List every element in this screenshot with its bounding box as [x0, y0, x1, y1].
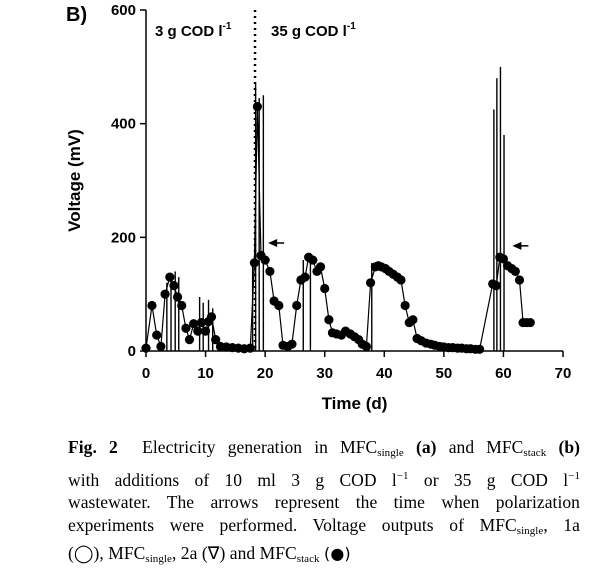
caption-line-1: Fig. 2 Electricity generation in MFCsing… — [68, 436, 580, 465]
data-point — [510, 266, 520, 277]
data-point — [475, 344, 485, 354]
figure-caption: Fig. 2 Electricity generation in MFCsing… — [68, 436, 580, 571]
y-tick-label: 200 — [111, 229, 136, 246]
x-tick-label: 40 — [376, 365, 393, 382]
subscript-stack: stack — [523, 447, 547, 459]
data-point — [156, 341, 166, 352]
filled-circle-symbol: (●) — [324, 544, 351, 563]
data-point — [152, 330, 162, 340]
data-point — [206, 312, 217, 322]
data-point — [147, 300, 157, 311]
data-point — [491, 281, 501, 291]
data-point — [315, 262, 326, 272]
data-point — [396, 275, 406, 285]
data-point — [265, 266, 275, 277]
caption-line-3: wastewater. The arrows represent the tim… — [68, 492, 580, 512]
data-point — [141, 343, 151, 353]
y-tick-label: 400 — [111, 116, 136, 133]
data-point — [169, 281, 179, 291]
caption-text: (◯), MFC — [68, 543, 146, 563]
y-tick-label: 0 — [128, 343, 136, 360]
data-point — [172, 292, 183, 302]
data-point — [400, 300, 410, 311]
axes: 0 10 20 30 40 50 60 70 0 200 400 600 Time (d) Voltage… — [65, 2, 571, 413]
data-point — [184, 335, 195, 345]
x-tick-label: 30 — [316, 365, 333, 382]
data-point — [525, 317, 535, 328]
panel-label: B) — [66, 4, 87, 26]
y-axis-title: Voltage (mV) — [65, 129, 84, 232]
data-point — [320, 283, 330, 294]
caption-line-5: (◯), MFCsingle, 2a (∇) and MFCstack (●) — [68, 542, 580, 571]
data-point — [211, 335, 221, 345]
region-label-right-superscript: -1 — [347, 21, 356, 32]
x-axis-title: Time (d) — [322, 394, 388, 413]
y-tick-label: 600 — [111, 2, 136, 19]
panel-a-ref: (a) — [415, 437, 437, 457]
data-point — [165, 272, 175, 282]
data-point — [200, 326, 211, 336]
data-point — [189, 319, 199, 329]
x-tick-label: 0 — [142, 365, 150, 382]
subscript-single: single — [145, 553, 172, 565]
data-point — [408, 315, 418, 325]
region-label-left-text: 3 g COD l — [155, 23, 223, 40]
data-point — [361, 341, 372, 352]
data-point — [365, 278, 376, 288]
panel-b-ref: (b) — [558, 437, 580, 457]
voltage-chart: 0 10 20 30 40 50 60 70 0 200 400 600 Time (d) Voltage… — [65, 2, 571, 413]
annotation-layer: 3 g COD l-1 35 g COD l-1 — [155, 10, 529, 351]
x-tick-label: 10 — [197, 365, 214, 382]
data-point — [274, 300, 284, 311]
subscript-stack: stack — [296, 553, 320, 565]
data-point — [292, 300, 302, 311]
polarization-arrow-head — [268, 239, 278, 248]
caption-text: with additions of 10 ml 3 g COD l — [68, 469, 397, 490]
caption-text: experiments were performed. Voltage outp… — [68, 514, 517, 535]
superscript: −1 — [396, 469, 409, 482]
data-point — [514, 275, 525, 285]
caption-text: , 1a — [543, 514, 580, 535]
superscript: −1 — [568, 469, 580, 482]
x-tick-label: 20 — [257, 365, 274, 382]
data-point — [177, 300, 187, 311]
data-point — [300, 272, 310, 282]
data-point — [324, 315, 334, 325]
x-tick-label: 50 — [436, 365, 453, 382]
data-point — [245, 343, 255, 353]
region-label-left: 3 g COD l-1 — [155, 21, 232, 40]
data-point — [193, 326, 203, 336]
data-point — [196, 317, 207, 328]
data-point — [260, 255, 270, 265]
caption-text: and MFC — [448, 437, 524, 457]
subscript-single: single — [377, 447, 404, 459]
x-tick-label: 60 — [495, 365, 512, 382]
data-point — [160, 289, 170, 299]
region-label-right-text: 35 g COD l — [271, 23, 347, 40]
subscript-single: single — [516, 524, 544, 537]
caption-line-4: experiments were performed. Voltage outp… — [68, 514, 580, 543]
data-point — [252, 102, 262, 112]
polarization-arrow-head — [512, 241, 522, 250]
data-point — [498, 254, 509, 264]
x-tick-label: 70 — [555, 365, 572, 382]
caption-text: , 2a (∇) and MFC — [171, 543, 297, 563]
data-point — [287, 339, 297, 349]
caption-text: Electricity generation in MFC — [142, 437, 378, 457]
region-label-left-superscript: -1 — [223, 21, 232, 32]
data-point — [181, 323, 191, 333]
data-layer — [141, 66, 535, 354]
region-label-right: 35 g COD l-1 — [271, 21, 356, 40]
figure-label: Fig. 2 — [68, 437, 118, 457]
data-point — [308, 255, 318, 265]
chart-panel: 0 10 20 30 40 50 60 70 0 200 400 600 Time (d) Voltage… — [65, 2, 571, 413]
caption-text: or 35 g COD l — [423, 469, 569, 490]
caption-line-2: with additions of 10 ml 3 g COD l−1 or 3… — [68, 465, 580, 492]
